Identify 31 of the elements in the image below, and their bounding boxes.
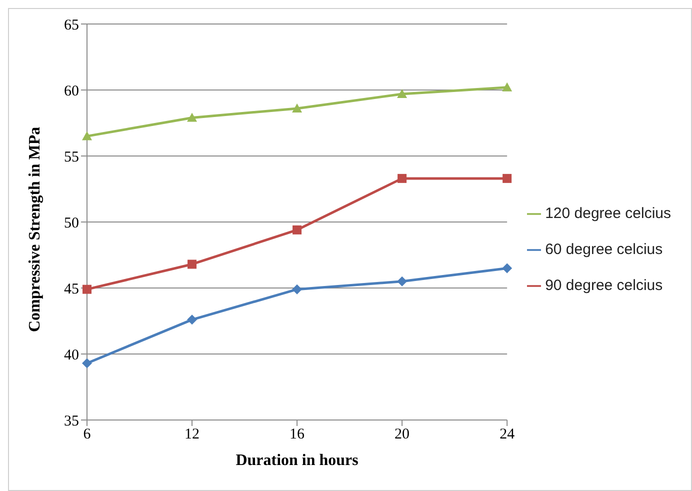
y-axis-title: Compressive Strength in MPa (26, 126, 44, 332)
y-tick-label: 45 (64, 281, 79, 298)
x-axis-title: Duration in hours (236, 452, 358, 469)
x-tick-label: 16 (290, 426, 306, 443)
legend-label: 120 degree celcius (545, 204, 671, 222)
x-tick-label: 6 (83, 426, 92, 443)
point (398, 174, 407, 183)
point (82, 358, 92, 368)
y-tick-label: 55 (64, 149, 79, 166)
legend-label: 60 degree celcius (545, 240, 663, 258)
legend-label: 90 degree celcius (545, 276, 663, 294)
point (397, 88, 408, 98)
y-tick-label: 50 (64, 215, 79, 232)
point (187, 112, 198, 122)
point (502, 174, 512, 183)
y-tick-label: 65 (64, 17, 79, 34)
point (292, 284, 302, 294)
point (292, 225, 302, 234)
point (188, 260, 197, 269)
point (82, 131, 92, 140)
x-tick-label: 24 (500, 426, 516, 443)
y-tick-label: 35 (64, 413, 79, 430)
point (397, 276, 408, 286)
y-tick-label: 40 (64, 347, 79, 364)
point (292, 103, 302, 112)
y-tick-label: 60 (64, 83, 79, 100)
point (502, 82, 512, 92)
point (187, 314, 198, 325)
x-tick-label: 20 (394, 426, 410, 443)
x-tick-label: 12 (184, 426, 200, 443)
point (502, 263, 512, 274)
